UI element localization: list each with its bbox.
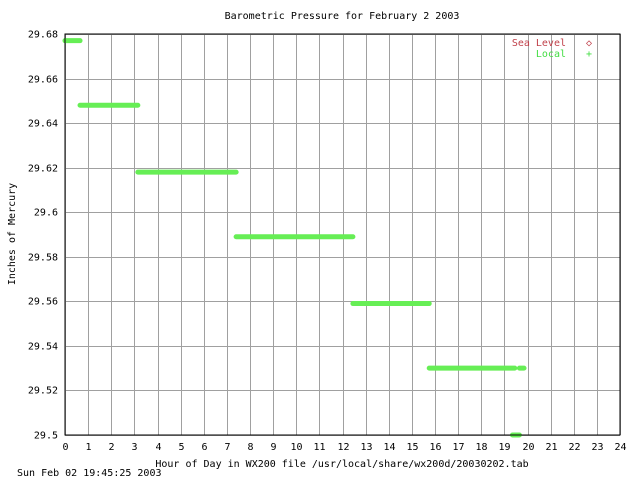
x-tick-label: 20 (522, 442, 534, 453)
x-tick-label: 22 (568, 442, 580, 453)
y-tick-labels: 29.5 29.52 29.54 29.56 29.58 29.6 29.62 29.64 29… (28, 30, 58, 442)
x-tick-label: 21 (545, 442, 557, 453)
legend-local-label: Local (536, 49, 566, 60)
x-tick-label: 3 (131, 442, 137, 453)
y-tick-label: 29.62 (28, 164, 58, 175)
legend: Sea Level ◇ Local + (512, 38, 592, 60)
x-tick-label: 23 (591, 442, 603, 453)
x-tick-label: 0 (62, 442, 68, 453)
y-tick-label: 29.52 (28, 386, 58, 397)
x-axis-label: Hour of Day in WX200 file /usr/local/sha… (155, 459, 528, 470)
x-tick-label: 6 (201, 442, 207, 453)
footer-timestamp: Sun Feb 02 19:45:25 2003 (17, 468, 162, 479)
x-tick-label: 8 (247, 442, 253, 453)
chart-title: Barometric Pressure for February 2 2003 (225, 11, 460, 22)
x-tick-label: 17 (452, 442, 464, 453)
x-tick-label: 11 (313, 442, 325, 453)
x-tick-labels: 0 1 2 3 4 5 6 7 8 9 10 11 12 13 14 15 16 17 18 19 20 21 22 23 24 (62, 442, 626, 453)
x-tick-label: 5 (178, 442, 184, 453)
y-tick-label: 29.64 (28, 119, 58, 130)
x-tick-label: 19 (498, 442, 510, 453)
legend-sea-level-label: Sea Level (512, 38, 566, 49)
x-tick-label: 10 (290, 442, 302, 453)
x-tick-label: 16 (429, 442, 441, 453)
x-tick-label: 12 (337, 442, 349, 453)
plot-frame (64, 33, 621, 436)
x-tick-label: 15 (406, 442, 418, 453)
y-axis-label: Inches of Mercury (7, 183, 18, 285)
x-tick-label: 14 (383, 442, 395, 453)
y-tick-label: 29.56 (28, 297, 58, 308)
x-tick-label: 7 (224, 442, 230, 453)
x-tick-label: 1 (85, 442, 91, 453)
y-tick-label: 29.6 (34, 208, 58, 219)
legend-sea-level-marker-icon: ◇ (586, 38, 592, 49)
x-tick-label: 13 (360, 442, 372, 453)
y-tick-label: 29.58 (28, 253, 58, 264)
series-local (62, 38, 527, 438)
x-tick-label: 9 (270, 442, 276, 453)
x-tick-label: 4 (155, 442, 161, 453)
y-tick-label: 29.66 (28, 75, 58, 86)
y-tick-label: 29.54 (28, 342, 58, 353)
legend-local-marker-icon: + (586, 49, 592, 60)
x-tick-label: 18 (475, 442, 487, 453)
y-tick-label: 29.68 (28, 30, 58, 41)
y-tick-label: 29.5 (34, 431, 58, 442)
x-tick-label: 2 (108, 442, 114, 453)
x-tick-label: 24 (614, 442, 626, 453)
